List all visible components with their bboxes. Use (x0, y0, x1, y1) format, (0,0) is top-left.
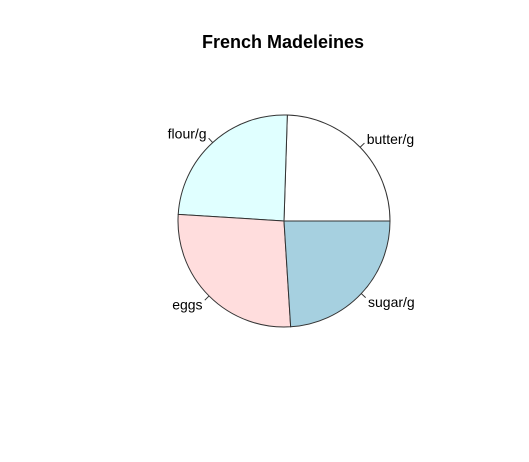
pie-labels: butter/g flour/g eggs sugar/g (168, 126, 415, 313)
chart-title: French Madeleines (202, 32, 364, 52)
pie-tick-flour-g (208, 137, 214, 143)
pie-label-sugar-g: sugar/g (368, 294, 415, 310)
pie-slice-eggs (177, 213, 292, 328)
pie-label-flour-g: flour/g (168, 126, 207, 142)
pie-label-butter-g: butter/g (367, 131, 414, 147)
pie-tick-sugar-g (360, 293, 366, 299)
pie-tick-eggs (204, 295, 210, 301)
pie-slice-sugar-g (283, 220, 391, 328)
pie-tick-butter-g (359, 142, 365, 148)
pie-slices (177, 114, 391, 328)
pie-label-eggs: eggs (172, 296, 202, 312)
